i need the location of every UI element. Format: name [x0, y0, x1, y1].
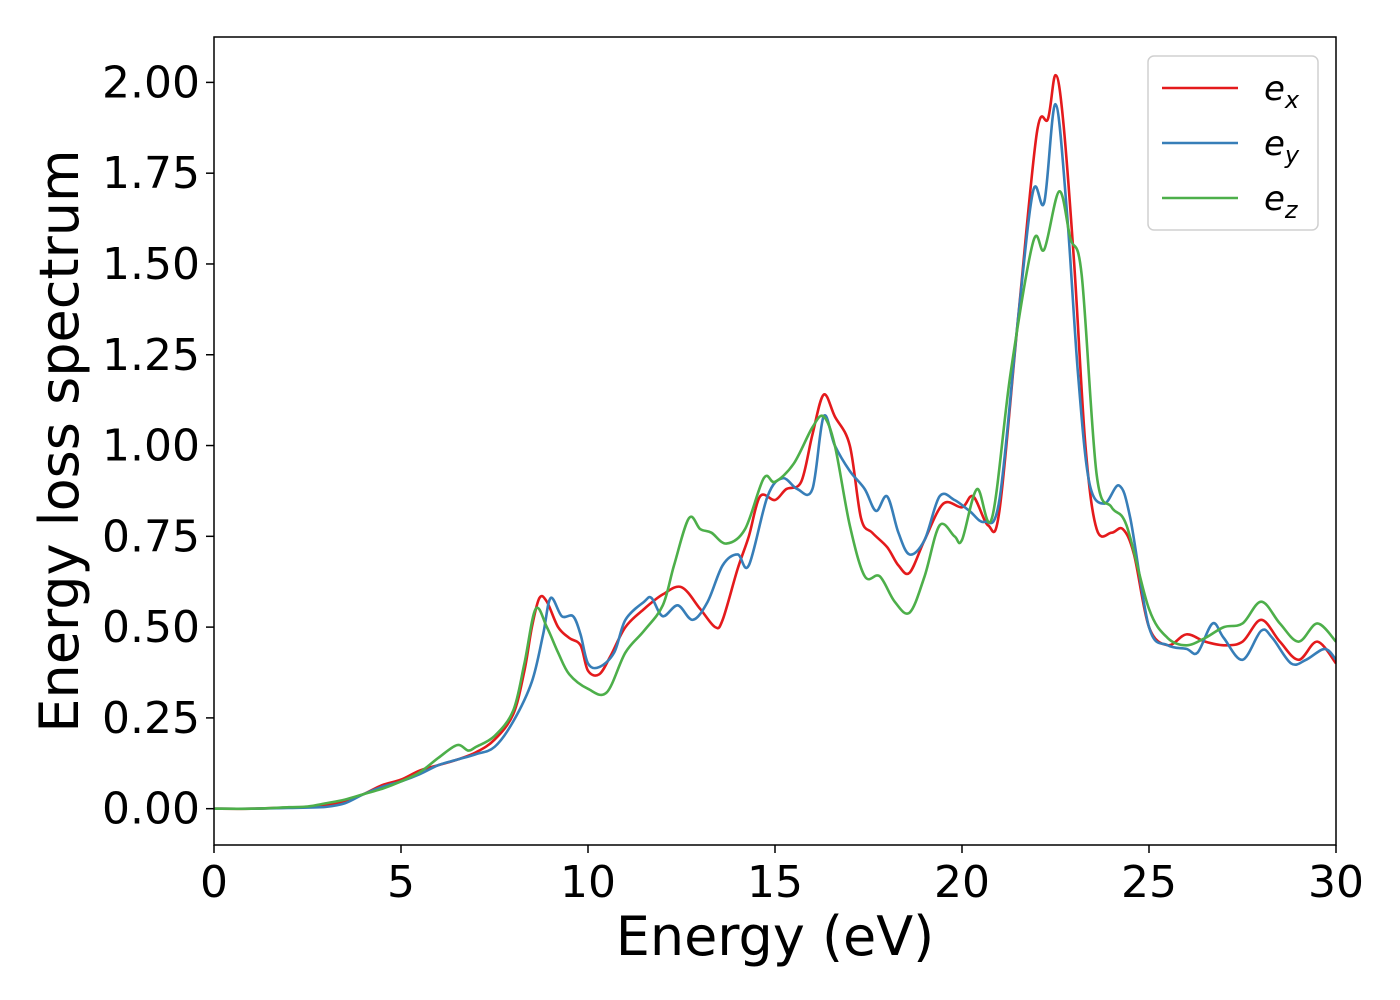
series-line-x [214, 73, 1336, 811]
x-tick-label: 0 [200, 857, 228, 908]
x-axis-title: Energy (eV) [616, 905, 935, 968]
x-tick-label: 30 [1308, 857, 1364, 908]
y-tick-label: 0.25 [102, 693, 200, 744]
x-tick-label: 25 [1121, 857, 1177, 908]
y-tick-label: 0.50 [102, 602, 200, 653]
series-line-z [214, 190, 1336, 811]
legend: ex ey ez [1147, 55, 1319, 231]
y-tick-label: 1.00 [102, 421, 200, 472]
y-tick-label: 2.00 [102, 57, 200, 108]
y-axis: 0.00 0.25 0.50 0.75 1.00 1.25 1.50 1.75 2.00 [102, 57, 214, 835]
y-axis-title: Energy loss spectrum [28, 149, 91, 732]
y-tick-label: 0.00 [102, 784, 200, 835]
legend-label-y: ey [1264, 124, 1300, 169]
legend-label-x: ex [1264, 69, 1300, 114]
plot-series [214, 73, 1336, 811]
x-tick-label: 5 [387, 857, 415, 908]
y-tick-label: 1.50 [102, 239, 200, 290]
y-tick-label: 1.75 [102, 148, 200, 199]
x-axis: 0 5 10 15 20 25 30 [200, 845, 1364, 908]
series-line-y [214, 102, 1336, 811]
x-tick-label: 10 [560, 857, 616, 908]
x-tick-label: 20 [934, 857, 990, 908]
legend-label-z: ez [1264, 179, 1299, 224]
x-tick-label: 15 [747, 857, 803, 908]
y-tick-label: 0.75 [102, 511, 200, 562]
y-tick-label: 1.25 [102, 330, 200, 381]
